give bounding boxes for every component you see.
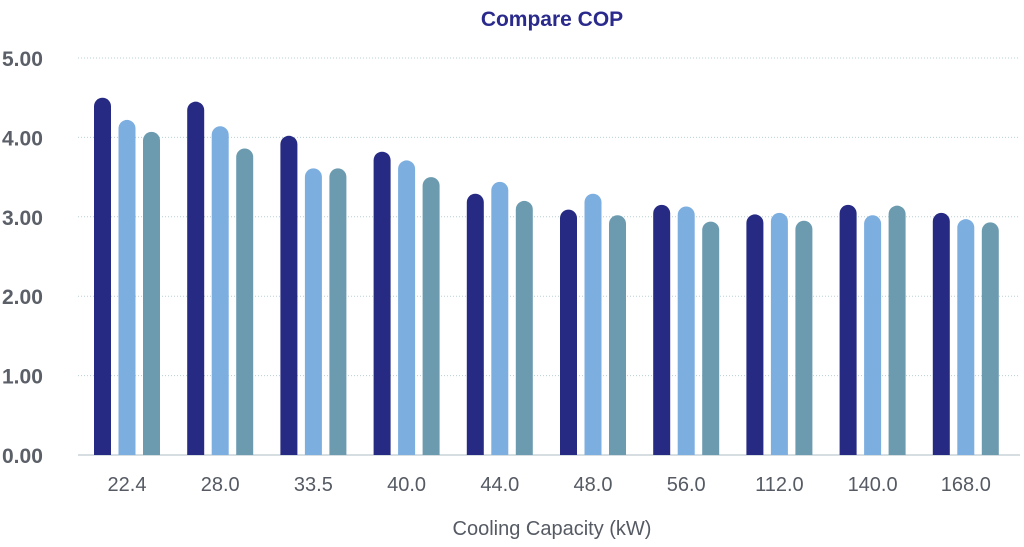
x-tick-label: 40.0 [387,474,426,496]
x-tick-label: 33.5 [294,474,333,496]
x-tick-label: 112.0 [755,474,804,496]
y-tick-label: 1.00 [2,366,43,389]
bar [770,212,788,455]
x-tick-label: 22.4 [108,474,147,496]
x-axis-label: Cooling Capacity (kW) [453,518,652,540]
bar [94,97,111,455]
y-axis: 0.00 1.00 2.00 3.00 4.00 5.00 [2,48,43,468]
bar [373,151,391,455]
bar [888,205,906,455]
bar [702,221,720,455]
x-tick-label: 28.0 [201,474,240,496]
bar [932,212,950,455]
bar [211,126,229,455]
bar [839,204,857,455]
bar [746,214,764,455]
bars [94,97,999,456]
x-tick-label: 168.0 [941,474,991,496]
bar [957,219,975,455]
y-tick-label: 3.00 [2,207,43,230]
x-axis: 22.4 28.0 33.5 40.0 44.0 48.0 56.0 112.0 140.0 16… [108,474,991,496]
x-tick-label: 140.0 [848,474,898,496]
y-tick-label: 0.00 [2,445,43,468]
bar [677,206,695,455]
bar [584,193,602,456]
bar [236,148,254,456]
y-tick-label: 2.00 [2,286,43,309]
x-tick-label: 48.0 [574,474,613,496]
y-tick-label: 4.00 [2,127,43,150]
bar [280,135,298,455]
bar [560,209,577,455]
bar [143,131,160,456]
bar [981,222,999,455]
bar [466,193,484,456]
bar [329,168,347,455]
grid [78,57,1020,456]
bar [795,220,813,455]
chart-title: Compare COP [481,8,623,31]
x-tick-label: 44.0 [480,474,519,496]
bar [118,119,136,455]
y-tick-label: 5.00 [2,48,43,71]
bar [304,168,322,455]
bar [515,200,533,455]
x-tick-label: 56.0 [667,474,706,496]
bar [653,204,671,455]
bar [187,101,205,456]
bar [609,215,626,455]
bar [491,181,509,455]
bar [422,177,440,455]
bar [398,160,416,455]
bar [864,215,882,455]
